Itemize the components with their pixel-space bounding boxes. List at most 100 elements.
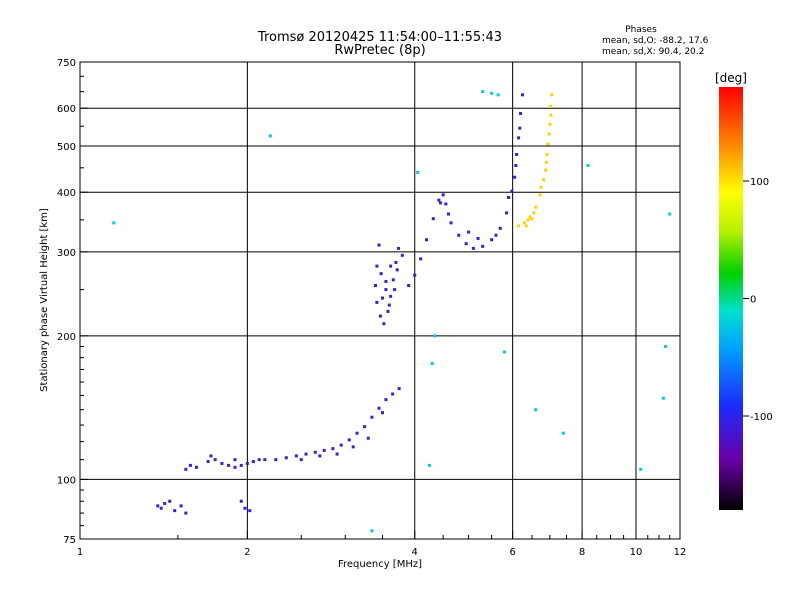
data-point — [347, 438, 351, 442]
data-point — [546, 142, 550, 146]
data-point — [335, 452, 339, 456]
colorbar-tick-label: -100 — [750, 412, 773, 423]
data-point — [375, 264, 379, 268]
data-point — [233, 458, 237, 462]
data-point — [251, 460, 255, 464]
data-point — [457, 233, 461, 237]
data-point — [532, 211, 536, 215]
data-point — [471, 246, 475, 250]
data-point — [526, 218, 530, 222]
data-point — [534, 408, 538, 412]
data-point — [209, 454, 213, 458]
data-point — [510, 189, 514, 193]
data-point — [539, 185, 543, 189]
data-point — [549, 105, 553, 109]
data-point — [331, 447, 335, 451]
data-point — [163, 502, 167, 506]
data-point — [387, 303, 391, 307]
data-point — [263, 458, 267, 462]
x-tick-label: 8 — [579, 547, 585, 558]
data-point — [382, 322, 386, 326]
data-point — [467, 230, 471, 234]
data-point — [339, 443, 343, 447]
stats-line-x: mean, sd,X: 90.4, 20.2 — [602, 47, 704, 57]
data-point — [514, 164, 518, 168]
data-point — [274, 458, 278, 462]
data-point — [427, 463, 431, 467]
x-tick-label: 12 — [674, 547, 687, 558]
colorbar-ticks: 100 0 -100 — [743, 177, 773, 423]
data-point — [490, 91, 494, 95]
data-point — [304, 452, 308, 456]
colorbar-tick-label: 100 — [750, 177, 769, 188]
data-point — [393, 288, 397, 292]
data-point — [433, 334, 437, 338]
data-point — [481, 90, 485, 94]
grid-lines — [80, 62, 680, 539]
data-point — [550, 93, 554, 97]
stats-line-o: mean, sd,O: -88.2, 17.6 — [602, 36, 709, 46]
data-point — [446, 212, 450, 216]
data-point — [322, 448, 326, 452]
x-tick-label: 4 — [412, 547, 418, 558]
data-point — [351, 445, 355, 449]
data-point — [416, 170, 420, 174]
data-point — [194, 465, 198, 469]
data-point — [661, 396, 665, 400]
data-point — [156, 504, 160, 508]
data-point — [389, 294, 393, 298]
data-point — [384, 288, 388, 292]
data-point — [490, 238, 494, 242]
data-point — [380, 296, 384, 300]
data-point — [513, 175, 517, 179]
y-tick-label: 200 — [57, 332, 76, 343]
data-point — [494, 233, 498, 237]
data-point — [481, 244, 485, 248]
chart-subtitle: RwPretec (8p) — [334, 43, 425, 58]
data-point — [391, 278, 395, 282]
data-point — [213, 458, 217, 462]
data-point — [430, 361, 434, 365]
data-point — [363, 425, 367, 429]
data-point — [413, 273, 417, 277]
colorbar — [719, 87, 743, 510]
data-point — [444, 202, 448, 206]
data-point — [386, 309, 390, 313]
data-point — [220, 461, 224, 465]
data-point — [243, 506, 247, 510]
data-point — [299, 458, 303, 462]
data-point — [397, 387, 401, 391]
data-point — [373, 283, 377, 287]
data-point — [391, 392, 395, 396]
y-axis-label: Stationary phase Virtual Height [km] — [39, 208, 50, 392]
data-point — [377, 406, 381, 410]
data-point — [517, 136, 521, 140]
data-point — [464, 242, 468, 246]
colorbar-label: [deg] — [715, 71, 747, 85]
data-point — [159, 506, 163, 510]
data-point — [498, 226, 502, 230]
data-point — [184, 511, 188, 515]
data-point — [384, 398, 388, 402]
x-tick-label: 1 — [77, 547, 83, 558]
y-tick-label: 600 — [57, 104, 76, 115]
stats-heading: Phases — [625, 25, 657, 35]
data-point — [168, 499, 172, 503]
data-point — [518, 126, 522, 130]
data-point — [112, 221, 116, 225]
data-point — [239, 499, 243, 503]
data-point — [378, 314, 382, 318]
chart-title: Tromsø 20120425 11:54:00–11:55:43 — [257, 30, 502, 45]
data-point — [542, 178, 546, 182]
data-point — [313, 450, 317, 454]
y-tick-label: 750 — [57, 58, 76, 69]
data-point — [400, 253, 404, 257]
data-point — [639, 467, 643, 471]
data-point — [239, 463, 243, 467]
data-point — [370, 415, 374, 419]
x-tick-label: 6 — [509, 547, 515, 558]
data-point — [561, 431, 565, 435]
data-point — [227, 463, 231, 467]
data-point — [519, 111, 523, 115]
data-point — [449, 221, 453, 225]
